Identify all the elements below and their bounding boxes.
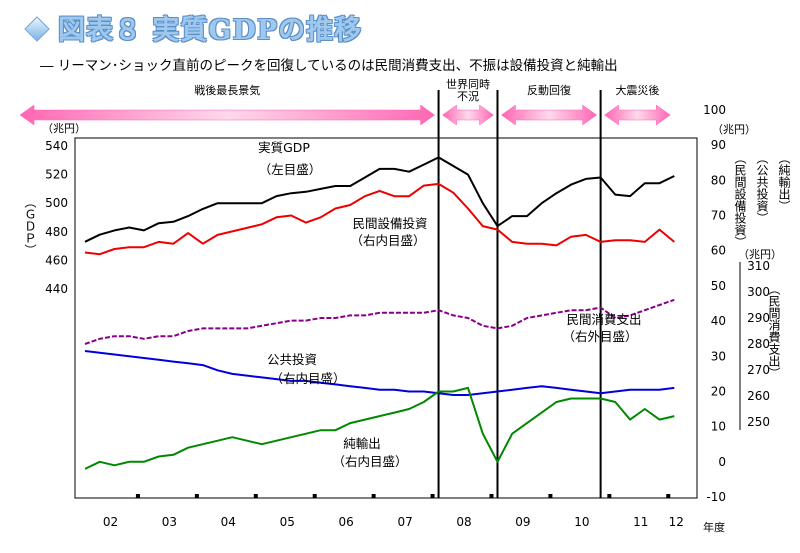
right-outer-unit: （兆円） [738,248,782,261]
x-tick-label-03: 03 [162,515,177,529]
series-label-gdp: 実質GDP [258,140,310,155]
x-tick-mark-7 [548,494,553,498]
left-tick-520: 520 [45,168,68,182]
left-tick-440: 440 [45,282,68,296]
series-label-consumption: 民間消費支出 [566,312,641,327]
right-inner-tick-60: 60 [711,244,726,258]
right-inner-label-2: （純輸出） [777,152,791,212]
x-tick-mark-9 [666,494,671,498]
right-inner-unit: （兆円） [712,123,756,136]
x-tick-mark-4 [371,494,376,498]
right-inner-tick-50: 50 [711,279,726,293]
series-sublabel-consumption: （右外目盛） [562,329,637,344]
right-inner-tick-90: 90 [711,138,726,152]
x-tick-mark-2 [253,494,258,498]
right-inner-tick-40: 40 [711,314,726,328]
x-tick-mark-1 [194,494,199,498]
x-tick-label-08: 08 [456,515,471,529]
x-tick-label-11: 11 [633,515,648,529]
x-tick-mark-3 [312,494,317,498]
x-tick-mark-6 [489,494,494,498]
x-tick-label-04: 04 [221,515,236,529]
right-inner-tick-100: 100 [703,103,726,117]
period-arrow-2 [501,104,598,126]
series-line-netexports [84,386,675,470]
left-axis-unit: （兆円） [42,122,86,135]
right-inner-tick-70: 70 [711,209,726,223]
right-inner-tick-10: 10 [711,420,726,434]
plot-frame [74,137,698,499]
series-line-consumption [84,298,675,345]
period-label-2: 反動回復 [527,83,571,97]
right-inner-label-1: （公共投資） [755,152,769,224]
right-inner-label-0: （民間設備投資） [733,152,747,248]
series-sublabel-capex: （右内目盛） [350,233,425,248]
right-inner-tick-80: 80 [711,173,726,187]
right-outer-tick-280: 280 [747,337,770,351]
left-tick-460: 460 [45,253,68,267]
left-tick-500: 500 [45,196,68,210]
chart-title: 図表８ 実質GDPの推移 [58,15,363,46]
x-tick-label-06: 06 [339,515,354,529]
left-tick-540: 540 [45,139,68,153]
right-outer-tick-260: 260 [747,389,770,403]
right-inner-tick-0: 0 [718,455,726,469]
period-label-3: 大震災後 [615,83,659,97]
period-label-1-0: 世界同時 [446,78,490,91]
x-tick-label-09: 09 [515,515,530,529]
right-outer-tick-270: 270 [747,363,770,377]
right-inner-tick-30: 30 [711,349,726,363]
x-tick-label-07: 07 [397,515,412,529]
period-arrow-3 [604,104,671,126]
right-inner-tick-20: 20 [711,384,726,398]
period-label-1-1: 不況 [457,89,479,103]
right-outer-label: （民間消費支出） [767,283,781,379]
series-sublabel-gdp: （左目盛） [259,162,322,177]
series-sublabel-netexports: （右内目盛） [332,454,407,469]
series-label-netexports: 純輸出 [343,436,381,451]
x-tick-label-05: 05 [280,515,295,529]
series-label-capex: 民間設備投資 [352,216,427,231]
x-axis-unit: 年度 [703,520,725,534]
right-outer-tick-290: 290 [747,311,770,325]
right-outer-tick-310: 310 [747,259,770,273]
x-tick-mark-8 [607,494,612,498]
x-tick-label-12: 12 [669,515,684,529]
right-outer-tick-300: 300 [747,285,770,299]
x-tick-label-02: 02 [103,515,118,529]
right-outer-tick-250: 250 [747,415,770,429]
series-line-gdp [84,156,675,243]
period-arrow-0 [19,104,435,126]
chart-title-block: 図表８ 実質GDPの推移 [8,6,528,50]
series-line-public [84,350,675,396]
period-arrow-1 [442,104,494,126]
chart-subtitle: ― リーマン･ショック直前のピークを回復しているのは民間消費支出、不振は設備投資… [40,58,618,74]
left-axis-label: （ＧＤＰ） [23,196,37,256]
series-line-capex [84,182,675,256]
left-tick-480: 480 [45,225,68,239]
right-inner-tick--10: -10 [706,490,726,504]
series-sublabel-public: （右内目盛） [270,371,345,386]
x-tick-label-10: 10 [574,515,589,529]
x-tick-mark-0 [135,494,140,498]
x-tick-mark-5 [430,494,435,498]
series-label-public: 公共投資 [267,352,317,367]
period-label-0: 戦後最長景気 [194,83,260,97]
